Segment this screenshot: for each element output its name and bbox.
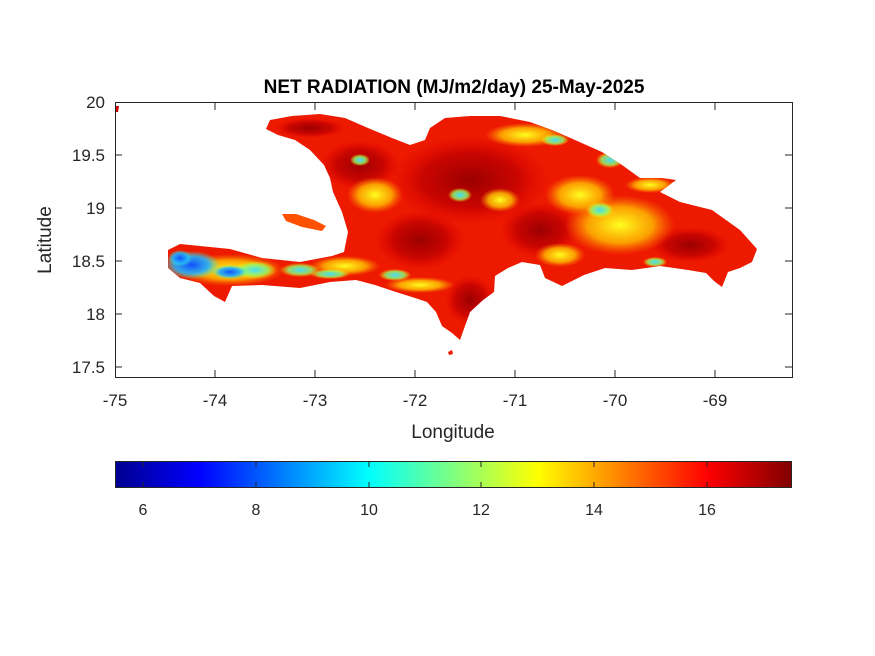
chart-title: NET RADIATION (MJ/m2/day) 25-May-2025 <box>264 77 645 98</box>
y-tick-label: 19.5 <box>72 146 105 165</box>
x-tick-label: -74 <box>203 391 228 410</box>
colorbar-tick-marks <box>142 461 708 488</box>
x-tick-labels: -75 -74 -73 -72 -71 -70 -69 <box>103 391 728 410</box>
colorbar-tick-label: 8 <box>252 502 261 519</box>
tortuga-island <box>282 214 326 231</box>
y-axis-label: Latitude <box>35 206 56 274</box>
x-tick-label: -75 <box>103 391 128 410</box>
heatmap-land <box>116 106 757 355</box>
y-tick-label: 19 <box>86 199 105 218</box>
colorbar-gradient <box>115 461 792 488</box>
colorbar-tick-label: 10 <box>360 502 378 519</box>
y-tick-label: 20 <box>86 93 105 112</box>
colorbar-tick-label: 16 <box>698 502 716 519</box>
corner-pixel <box>116 106 119 112</box>
x-tick-label: -69 <box>703 391 728 410</box>
beata-island <box>448 350 453 355</box>
y-tick-label: 17.5 <box>72 358 105 377</box>
heatmap-variation <box>168 118 730 325</box>
colorbar: 6 8 10 12 14 16 <box>115 461 792 519</box>
colorbar-tick-label: 14 <box>585 502 603 519</box>
tick-marks <box>115 103 792 377</box>
x-axis-label: Longitude <box>411 422 494 443</box>
x-tick-label: -70 <box>603 391 628 410</box>
x-tick-label: -72 <box>403 391 428 410</box>
colorbar-frame <box>115 461 792 488</box>
y-tick-label: 18.5 <box>72 252 105 271</box>
colorbar-tick-label: 12 <box>472 502 490 519</box>
y-tick-label: 18 <box>86 305 105 324</box>
x-tick-label: -71 <box>503 391 528 410</box>
x-tick-label: -73 <box>303 391 328 410</box>
axes-box <box>115 102 793 378</box>
colorbar-tick-label: 6 <box>139 502 148 519</box>
y-tick-labels: 20 19.5 19 18.5 18 17.5 <box>72 93 105 377</box>
